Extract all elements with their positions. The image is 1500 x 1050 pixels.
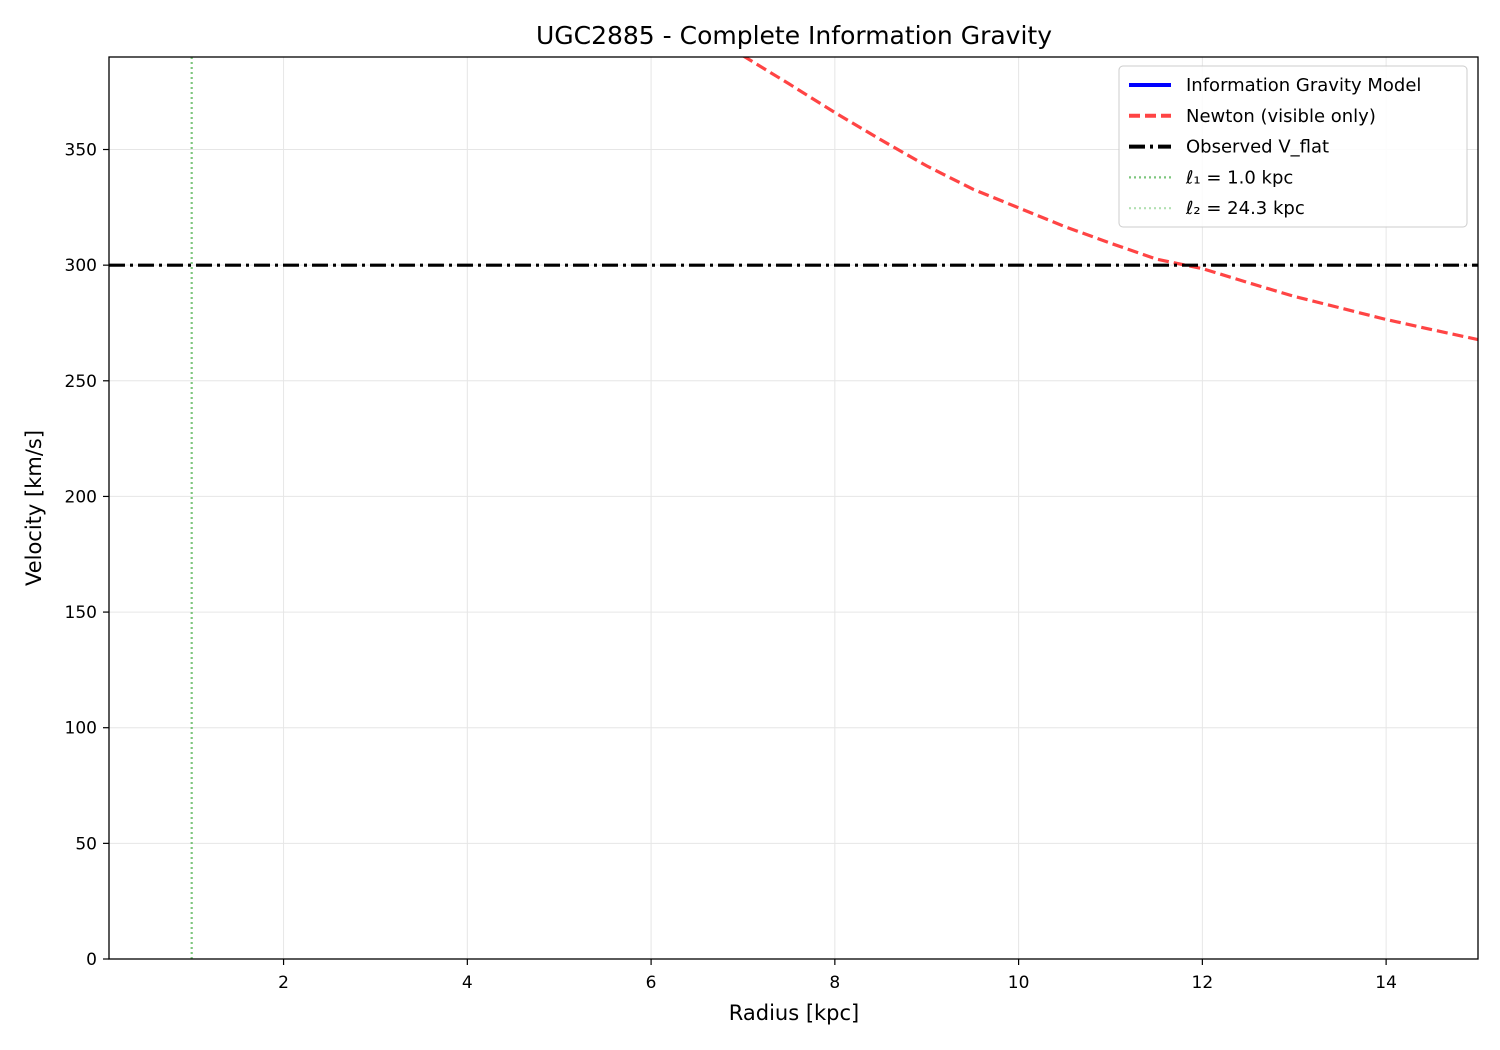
y-tick-label: 350 [65,141,97,161]
legend-entry: Observed V_flat [1186,137,1329,158]
y-tick-label: 250 [65,372,97,392]
x-axis-ticks: 2 4 6 8 10 12 14 [278,959,1397,993]
x-tick-label: 10 [1008,973,1030,993]
plot-frame [108,56,1479,960]
y-axis-label: Velocity [km/s] [22,430,46,586]
x-tick-label: 4 [462,973,473,993]
plot-lines [109,57,1478,959]
y-tick-label: 50 [75,834,97,854]
x-axis-label: Radius [kpc] [729,1001,860,1025]
legend-entry: Newton (visible only) [1186,106,1376,127]
legend-entry: Information Gravity Model [1186,75,1421,96]
x-tick-label: 8 [829,973,840,993]
y-tick-label: 150 [65,603,97,623]
y-tick-label: 300 [65,256,97,276]
legend: Information Gravity Model Newton (visible… [1118,65,1468,228]
legend-box [1118,65,1468,228]
legend-entry: ℓ₂ = 24.3 kpc [1185,198,1305,219]
legend-entry: ℓ₁ = 1.0 kpc [1185,167,1293,188]
x-tick-label: 14 [1375,973,1397,993]
y-tick-label: 100 [65,719,97,739]
chart-title: UGC2885 - Complete Information Gravity [536,21,1052,50]
x-tick-label: 2 [278,973,289,993]
x-tick-label: 6 [646,973,657,993]
x-tick-label: 12 [1192,973,1214,993]
y-tick-label: 200 [65,487,97,507]
y-tick-label: 0 [86,950,97,970]
y-axis-ticks: 0 50 100 150 200 250 300 350 [65,141,109,970]
